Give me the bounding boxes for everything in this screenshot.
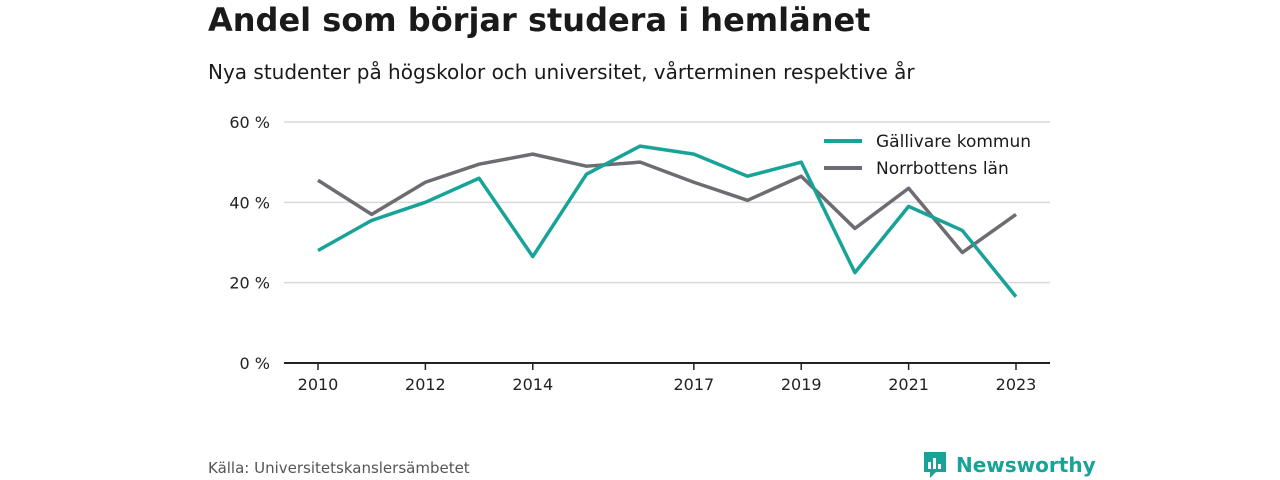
y-tick-label: 60 % — [229, 113, 270, 132]
legend: Gällivare kommun Norrbottens län — [824, 132, 1031, 179]
y-tick-label: 40 % — [229, 193, 270, 212]
legend-label-norrbotten: Norrbottens län — [876, 159, 1009, 179]
chart-title: Andel som börjar studera i hemlänet — [208, 1, 871, 39]
line-chart: 0 % 20 % 40 % 60 % 2010 2012 2014 2017 2019 2021… — [229, 113, 1050, 394]
chart-subtitle: Nya studenter på högskolor och universit… — [208, 60, 915, 84]
x-axis-ticks: 2010 2012 2014 2017 2019 2021 2023 — [298, 363, 1037, 394]
newsworthy-logo-icon — [924, 452, 946, 478]
x-tick-label: 2023 — [996, 375, 1037, 394]
series-line-norrbotten — [317, 152, 1018, 255]
series-line-gallivare — [317, 144, 1018, 298]
x-tick-label: 2014 — [512, 375, 553, 394]
x-tick-label: 2019 — [781, 375, 822, 394]
brand-logo[interactable]: Newsworthy — [922, 450, 1096, 480]
series-lines — [317, 144, 1018, 298]
y-tick-label: 0 % — [240, 354, 270, 373]
source-note: Källa: Universitetskanslersämbetet — [208, 459, 470, 477]
x-tick-label: 2010 — [298, 375, 339, 394]
x-tick-label: 2012 — [405, 375, 446, 394]
x-tick-label: 2017 — [673, 375, 714, 394]
legend-label-gallivare: Gällivare kommun — [876, 132, 1031, 152]
y-axis-labels: 0 % 20 % 40 % 60 % — [229, 113, 270, 373]
brand-name: Newsworthy — [956, 453, 1096, 477]
y-tick-label: 20 % — [229, 274, 270, 293]
x-tick-label: 2021 — [888, 375, 929, 394]
